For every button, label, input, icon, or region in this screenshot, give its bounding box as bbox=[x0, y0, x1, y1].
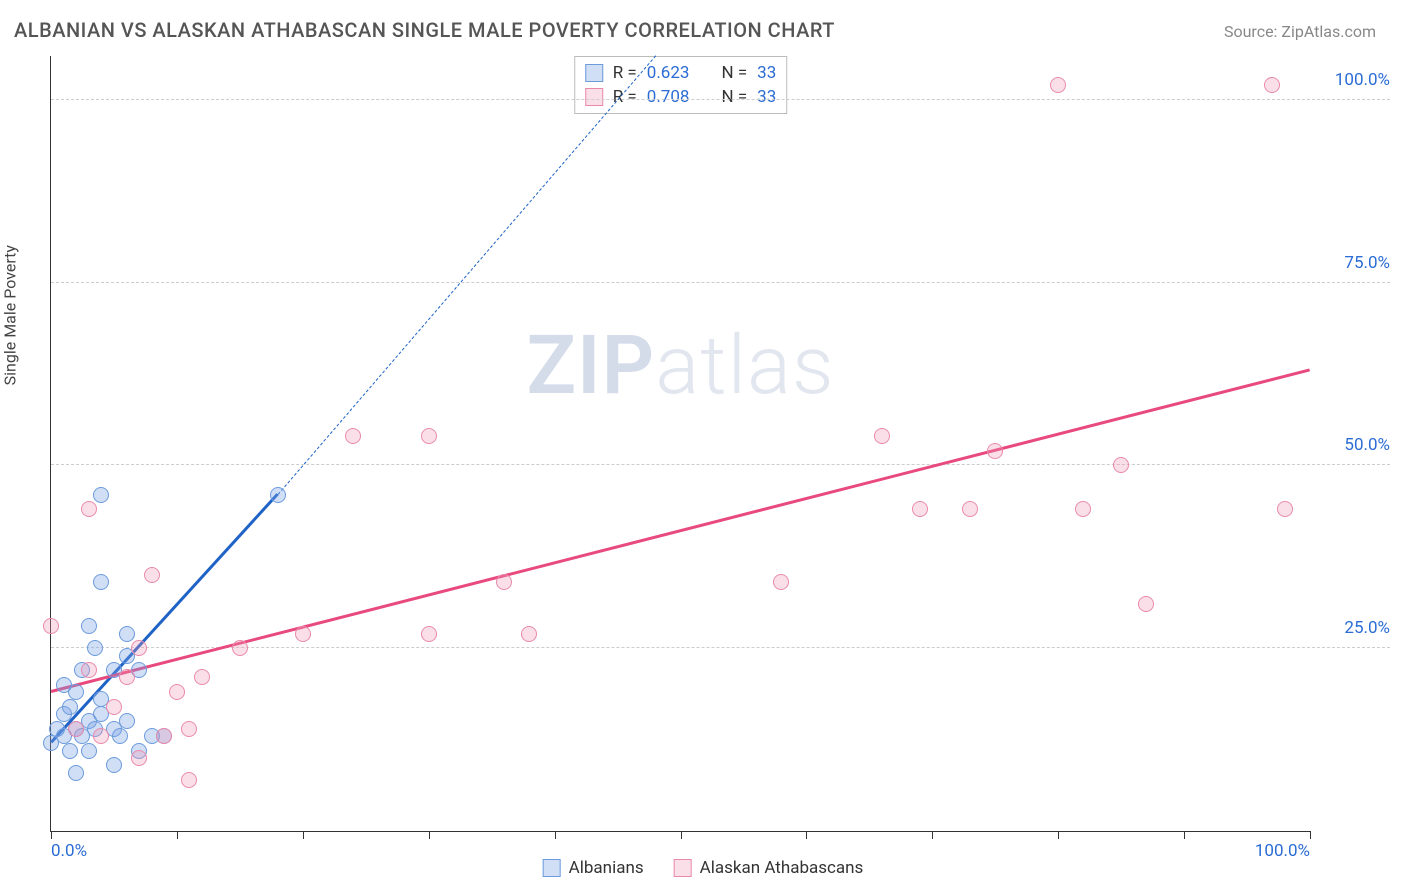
trend-line bbox=[277, 55, 655, 494]
data-point bbox=[874, 428, 890, 444]
legend-n-label: N = bbox=[721, 87, 747, 107]
data-point bbox=[421, 626, 437, 642]
source-label: Source: ZipAtlas.com bbox=[1224, 22, 1376, 41]
data-point bbox=[93, 728, 109, 744]
data-point bbox=[1075, 501, 1091, 517]
x-tick bbox=[555, 831, 556, 839]
legend-r-value: 0.623 bbox=[647, 63, 690, 83]
data-point bbox=[112, 728, 128, 744]
x-tick bbox=[1184, 831, 1185, 839]
data-point bbox=[43, 618, 59, 634]
data-point bbox=[81, 618, 97, 634]
legend-n-value: 33 bbox=[757, 63, 776, 83]
gridline bbox=[51, 99, 1390, 100]
legend-series-name: Alaskan Athabascans bbox=[700, 858, 864, 878]
data-point bbox=[62, 699, 78, 715]
data-point bbox=[181, 721, 197, 737]
correlation-legend: R =0.623N =33R =0.708N =33 bbox=[574, 56, 788, 114]
data-point bbox=[295, 626, 311, 642]
data-point bbox=[1264, 77, 1280, 93]
data-point bbox=[156, 728, 172, 744]
data-point bbox=[987, 443, 1003, 459]
x-tick-label: 0.0% bbox=[51, 841, 87, 861]
data-point bbox=[106, 699, 122, 715]
legend-swatch bbox=[585, 88, 603, 106]
data-point bbox=[962, 501, 978, 517]
legend-row: R =0.623N =33 bbox=[585, 61, 777, 85]
data-point bbox=[119, 713, 135, 729]
watermark: ZIPatlas bbox=[526, 318, 834, 414]
y-tick-label: 100.0% bbox=[1320, 70, 1390, 90]
data-point bbox=[232, 640, 248, 656]
data-point bbox=[131, 640, 147, 656]
legend-item: Albanians bbox=[543, 858, 644, 878]
legend-swatch bbox=[543, 859, 561, 877]
data-point bbox=[81, 743, 97, 759]
x-tick bbox=[1058, 831, 1059, 839]
data-point bbox=[131, 750, 147, 766]
x-tick bbox=[303, 831, 304, 839]
x-tick-label: 100.0% bbox=[1255, 841, 1310, 861]
y-tick-label: 50.0% bbox=[1320, 435, 1390, 455]
chart-title: ALBANIAN VS ALASKAN ATHABASCAN SINGLE MA… bbox=[14, 18, 835, 42]
data-point bbox=[68, 721, 84, 737]
y-tick-label: 25.0% bbox=[1320, 618, 1390, 638]
legend-r-value: 0.708 bbox=[647, 87, 690, 107]
legend-swatch bbox=[585, 64, 603, 82]
data-point bbox=[169, 684, 185, 700]
data-point bbox=[81, 501, 97, 517]
gridline bbox=[51, 647, 1390, 648]
data-point bbox=[106, 757, 122, 773]
data-point bbox=[56, 677, 72, 693]
legend-swatch bbox=[674, 859, 692, 877]
data-point bbox=[93, 487, 109, 503]
x-tick bbox=[429, 831, 430, 839]
data-point bbox=[912, 501, 928, 517]
data-point bbox=[521, 626, 537, 642]
data-point bbox=[119, 626, 135, 642]
data-point bbox=[345, 428, 361, 444]
x-tick bbox=[681, 831, 682, 839]
data-point bbox=[1138, 596, 1154, 612]
x-tick bbox=[51, 831, 52, 839]
data-point bbox=[87, 640, 103, 656]
data-point bbox=[1050, 77, 1066, 93]
gridline bbox=[51, 282, 1390, 283]
data-point bbox=[81, 662, 97, 678]
legend-item: Alaskan Athabascans bbox=[674, 858, 864, 878]
x-tick bbox=[932, 831, 933, 839]
trend-line bbox=[50, 493, 278, 743]
data-point bbox=[68, 765, 84, 781]
x-tick bbox=[806, 831, 807, 839]
legend-n-label: N = bbox=[721, 63, 747, 83]
data-point bbox=[194, 669, 210, 685]
legend-n-value: 33 bbox=[757, 87, 776, 107]
data-point bbox=[1277, 501, 1293, 517]
data-point bbox=[181, 772, 197, 788]
x-tick bbox=[177, 831, 178, 839]
data-point bbox=[119, 669, 135, 685]
gridline bbox=[51, 464, 1390, 465]
data-point bbox=[270, 487, 286, 503]
y-axis-label: Single Male Poverty bbox=[1, 245, 20, 385]
data-point bbox=[62, 743, 78, 759]
series-legend: Albanians Alaskan Athabascans bbox=[543, 858, 864, 878]
data-point bbox=[1113, 457, 1129, 473]
data-point bbox=[93, 574, 109, 590]
data-point bbox=[496, 574, 512, 590]
data-point bbox=[144, 567, 160, 583]
legend-series-name: Albanians bbox=[569, 858, 644, 878]
data-point bbox=[421, 428, 437, 444]
x-tick bbox=[1310, 831, 1311, 839]
scatter-chart: ZIPatlas R =0.623N =33R =0.708N =33 25.0… bbox=[50, 56, 1310, 832]
y-tick-label: 75.0% bbox=[1320, 253, 1390, 273]
data-point bbox=[773, 574, 789, 590]
